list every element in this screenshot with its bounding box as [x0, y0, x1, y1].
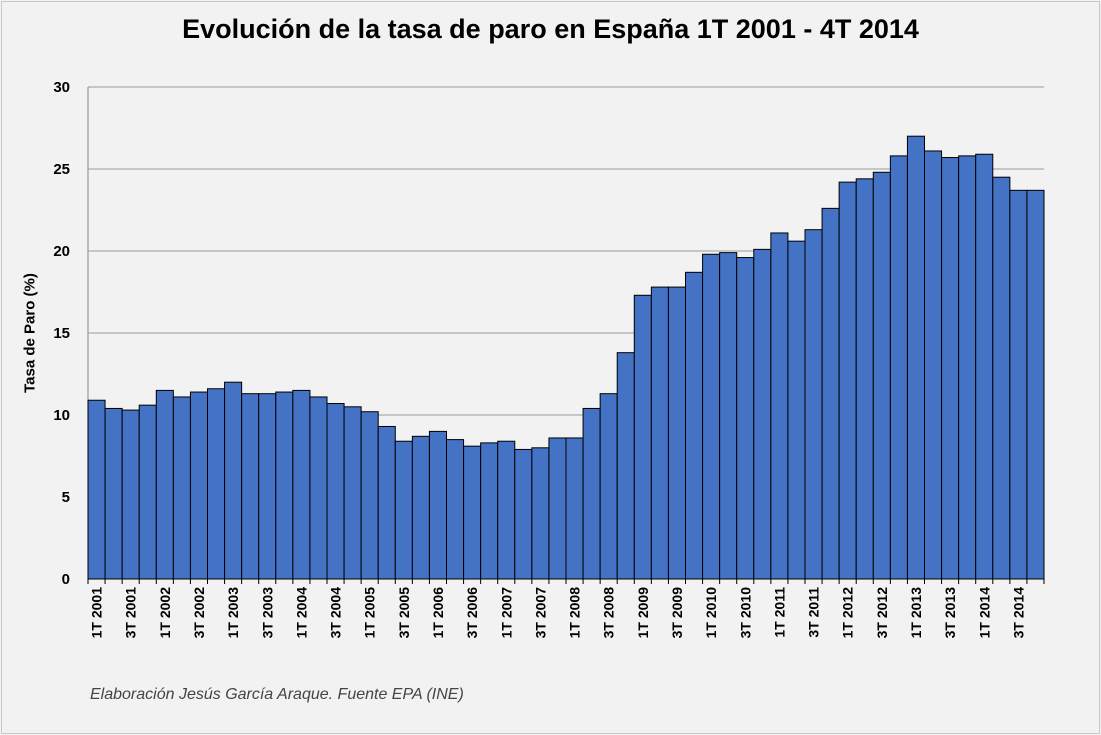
x-tick-label: 1T 2001 [89, 587, 105, 639]
x-tick-label: 3T 2001 [123, 587, 139, 639]
bar [872, 171, 891, 580]
bar [565, 437, 584, 580]
x-tick-label: 3T 2011 [806, 587, 822, 638]
bar [275, 391, 294, 580]
bar [326, 403, 345, 580]
bar [360, 411, 379, 580]
x-tick-label: 3T 2006 [464, 587, 480, 639]
bar [428, 430, 447, 580]
x-tick-label: 3T 2003 [259, 587, 275, 639]
bar [787, 240, 806, 580]
x-tick-label: 3T 2004 [328, 587, 344, 639]
x-tick-label: 1T 2003 [225, 587, 241, 639]
bar [463, 445, 482, 580]
bar [736, 257, 755, 580]
bar [582, 407, 601, 580]
x-tick-label: 3T 2008 [601, 587, 617, 639]
bar [87, 399, 106, 580]
bar [343, 406, 362, 580]
y-tick-label: 0 [62, 571, 70, 588]
y-tick-label: 30 [53, 79, 70, 96]
bar [667, 286, 686, 580]
x-tick-label: 1T 2007 [498, 587, 514, 639]
bar [599, 393, 618, 580]
x-tick-label: 3T 2010 [737, 587, 753, 639]
bar [753, 248, 772, 580]
bar [172, 396, 191, 580]
bar [616, 352, 635, 580]
bar [1009, 189, 1028, 580]
bar [258, 393, 277, 580]
bar [992, 176, 1011, 580]
bar [975, 153, 994, 580]
bar [889, 155, 908, 580]
bar [292, 389, 311, 580]
y-tick-label: 10 [53, 407, 70, 424]
bar [377, 425, 396, 580]
bar [207, 388, 226, 580]
x-tick-label: 3T 2005 [396, 587, 412, 639]
y-tick-label: 5 [62, 489, 70, 506]
x-tick-label: 1T 2011 [771, 587, 787, 638]
y-tick-label: 20 [53, 243, 70, 260]
x-tick-label: 1T 2012 [840, 587, 856, 639]
bar [1026, 189, 1045, 580]
bar [514, 448, 533, 580]
bar [770, 232, 789, 580]
x-tick-label: 1T 2014 [976, 587, 992, 639]
bar [411, 435, 430, 580]
bar [309, 396, 328, 580]
y-tick-label: 15 [53, 325, 70, 342]
bar [224, 381, 243, 580]
bar [548, 437, 567, 580]
bar [821, 207, 840, 580]
x-tick-label: 1T 2008 [567, 587, 583, 639]
bar [189, 391, 208, 580]
bar [906, 135, 925, 580]
x-tick-label: 3T 2009 [669, 587, 685, 639]
bar [394, 440, 413, 580]
bar [497, 440, 516, 580]
x-tick-label: 1T 2002 [157, 587, 173, 639]
bar [702, 253, 721, 580]
bar [685, 271, 704, 580]
x-tick-label: 1T 2006 [430, 587, 446, 639]
bar [531, 447, 550, 580]
x-tick-label: 1T 2005 [362, 587, 378, 639]
bar [855, 178, 874, 580]
y-tick-label: 25 [53, 161, 70, 178]
x-tick-label: 3T 2014 [1010, 587, 1026, 639]
x-tick-label: 1T 2009 [635, 587, 651, 639]
x-tick-label: 1T 2004 [293, 587, 309, 639]
bar [941, 157, 960, 580]
bar [104, 407, 123, 580]
x-tick-label: 3T 2012 [874, 587, 890, 639]
bar [958, 155, 977, 580]
bar [446, 439, 465, 580]
bar [838, 181, 857, 580]
source-footnote: Elaboración Jesús García Araque. Fuente … [90, 686, 464, 703]
x-tick-label: 1T 2010 [703, 587, 719, 639]
bar [155, 389, 174, 580]
bar [138, 404, 157, 580]
bar [241, 393, 260, 580]
x-tick-label: 3T 2007 [532, 587, 548, 639]
bar [121, 409, 140, 580]
x-tick-label: 1T 2013 [908, 587, 924, 639]
bar [480, 442, 499, 580]
bar [804, 229, 823, 580]
bar [650, 286, 669, 580]
bar [924, 150, 943, 580]
bar [719, 252, 738, 580]
chart-title: Evolución de la tasa de paro en España 1… [182, 14, 919, 44]
x-tick-label: 3T 2002 [191, 587, 207, 639]
bar [633, 294, 652, 580]
x-tick-label: 3T 2013 [942, 587, 958, 639]
